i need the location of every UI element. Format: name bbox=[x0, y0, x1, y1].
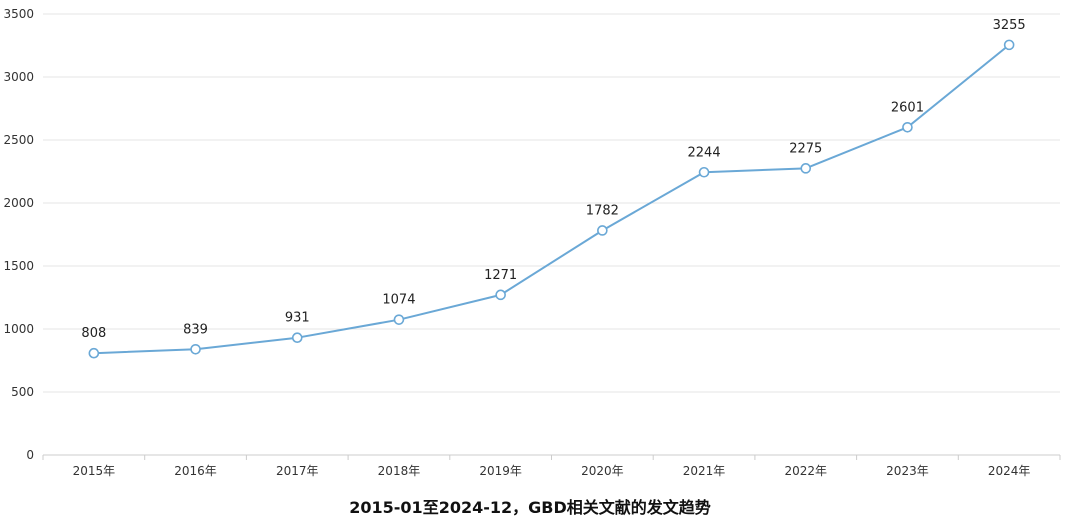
x-tick-label: 2018年 bbox=[378, 464, 421, 478]
data-label: 2601 bbox=[891, 100, 924, 115]
data-point[interactable] bbox=[291, 332, 303, 343]
data-label: 2244 bbox=[688, 145, 721, 160]
y-axis: 0 500 1000 1500 2000 2500 3000 3500 bbox=[3, 7, 34, 462]
data-label: 3255 bbox=[993, 18, 1026, 33]
y-tick-label: 1500 bbox=[3, 259, 34, 273]
data-label: 839 bbox=[183, 322, 208, 337]
data-point[interactable] bbox=[800, 163, 812, 174]
data-label: 1271 bbox=[484, 268, 517, 283]
x-axis: 2015年 2016年 2017年 2018年 2019年 2020年 2021年 2022年… bbox=[42, 455, 1061, 478]
x-tick-label: 2017年 bbox=[276, 464, 319, 478]
data-label-layer: 808 839 931 1074 1271 1782 2244 2275 2601 3255 bbox=[81, 18, 1025, 341]
y-tick-label: 1000 bbox=[3, 322, 34, 336]
data-label: 2275 bbox=[789, 141, 822, 156]
chart-title: 2015-01至2024-12，GBD相关文献的发文趋势 bbox=[349, 498, 711, 517]
y-tick-label: 2500 bbox=[3, 133, 34, 147]
y-tick-label: 500 bbox=[11, 385, 34, 399]
data-point[interactable] bbox=[1003, 39, 1015, 51]
data-point[interactable] bbox=[597, 225, 608, 236]
data-label: 1074 bbox=[382, 293, 415, 308]
data-point[interactable] bbox=[393, 314, 405, 325]
y-tick-label: 2000 bbox=[3, 196, 34, 210]
x-tick-label: 2022年 bbox=[784, 464, 827, 478]
data-point[interactable] bbox=[902, 121, 913, 133]
data-point[interactable] bbox=[190, 343, 201, 355]
data-label: 931 bbox=[285, 311, 310, 326]
grid-layer bbox=[43, 13, 1060, 456]
y-tick-label: 3000 bbox=[3, 70, 34, 84]
series-layer bbox=[88, 39, 1015, 359]
x-tick-label: 2021年 bbox=[683, 464, 726, 478]
data-label: 808 bbox=[81, 326, 106, 341]
x-tick-label: 2020年 bbox=[581, 464, 624, 478]
x-tick-label: 2024年 bbox=[988, 464, 1031, 478]
y-tick-label: 0 bbox=[26, 448, 34, 462]
y-tick-label: 3500 bbox=[3, 7, 34, 21]
x-tick-label: 2023年 bbox=[886, 464, 929, 478]
data-label: 1782 bbox=[586, 203, 619, 218]
data-point[interactable] bbox=[88, 347, 100, 359]
x-tick-label: 2016年 bbox=[174, 464, 217, 478]
x-tick-label: 2015年 bbox=[73, 464, 116, 478]
series-line bbox=[93, 44, 1010, 355]
data-point[interactable] bbox=[698, 166, 710, 178]
x-tick-label: 2019年 bbox=[479, 464, 522, 478]
data-point[interactable] bbox=[495, 289, 506, 301]
